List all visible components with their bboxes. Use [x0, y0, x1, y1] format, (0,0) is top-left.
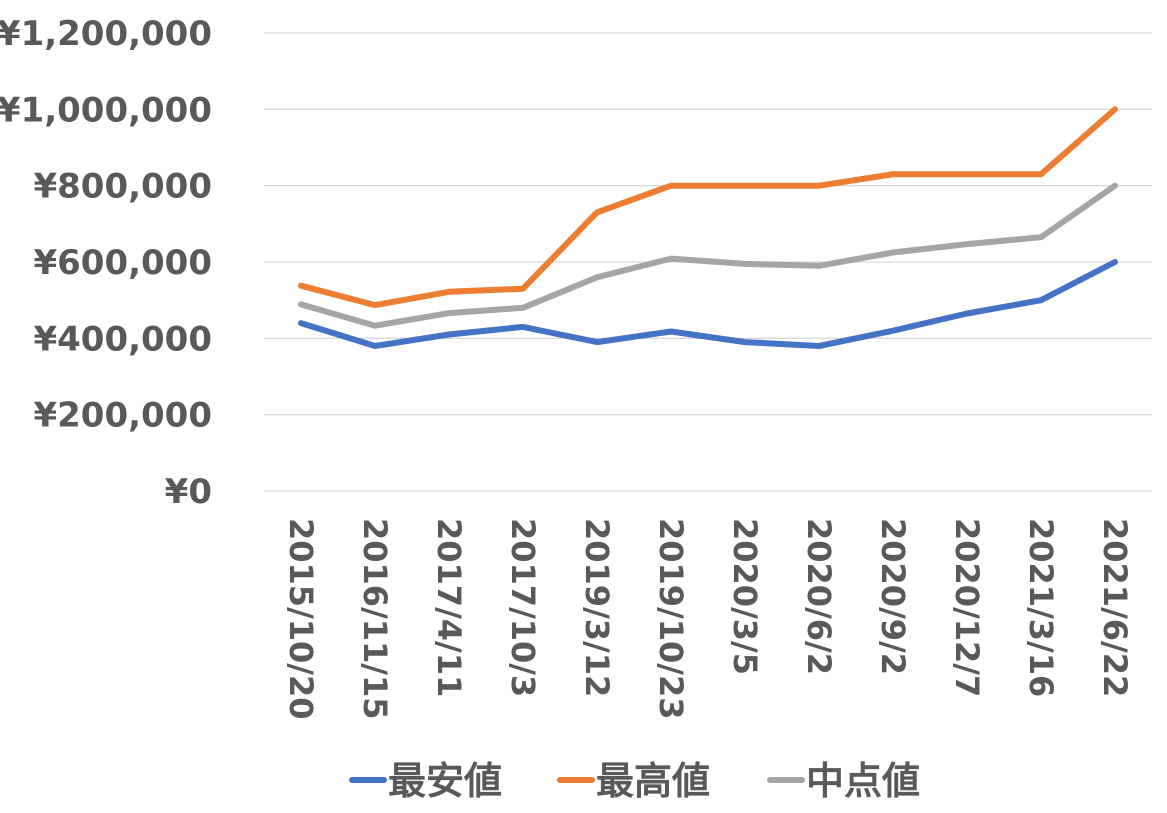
legend: 最安値 最高値 中点値	[349, 759, 920, 803]
legend-label: 最高値	[596, 759, 710, 803]
y-tick-label: ¥0	[165, 472, 212, 512]
x-tick-label: 2017/4/11	[430, 518, 468, 697]
x-axis-tick-labels: 2015/10/20 2016/11/15 2017/4/11 2017/10/3 20…	[282, 518, 1134, 720]
x-tick-label: 2020/12/7	[948, 518, 986, 697]
series-lines	[298, 106, 1118, 349]
y-tick-label: ¥600,000	[33, 243, 212, 283]
x-tick-label: 2016/11/15	[356, 518, 394, 720]
y-tick-label: ¥200,000	[33, 396, 212, 436]
legend-label: 中点値	[806, 759, 920, 803]
series-line-3	[298, 182, 1118, 329]
x-tick-label: 2019/3/12	[578, 518, 616, 697]
legend-label: 最安値	[388, 759, 502, 803]
y-tick-label: ¥800,000	[33, 167, 212, 207]
x-tick-label: 2021/3/16	[1022, 518, 1060, 697]
x-tick-label: 2021/6/22	[1096, 518, 1134, 697]
y-tick-label: ¥1,000,000	[0, 90, 212, 130]
y-axis-tick-labels: ¥0 ¥200,000 ¥400,000 ¥600,000 ¥800,000 ¥1,000…	[0, 14, 212, 512]
x-tick-label: 2017/10/3	[504, 518, 542, 697]
x-tick-label: 2019/10/23	[652, 518, 690, 720]
x-tick-label: 2020/6/2	[800, 518, 838, 675]
series-line-1	[298, 259, 1118, 349]
series-line-2	[298, 106, 1118, 309]
x-tick-label: 2020/3/5	[726, 518, 764, 675]
x-tick-label: 2015/10/20	[282, 518, 320, 720]
x-tick-label: 2020/9/2	[874, 518, 912, 675]
y-tick-label: ¥400,000	[33, 319, 212, 359]
y-tick-label: ¥1,200,000	[0, 14, 212, 54]
